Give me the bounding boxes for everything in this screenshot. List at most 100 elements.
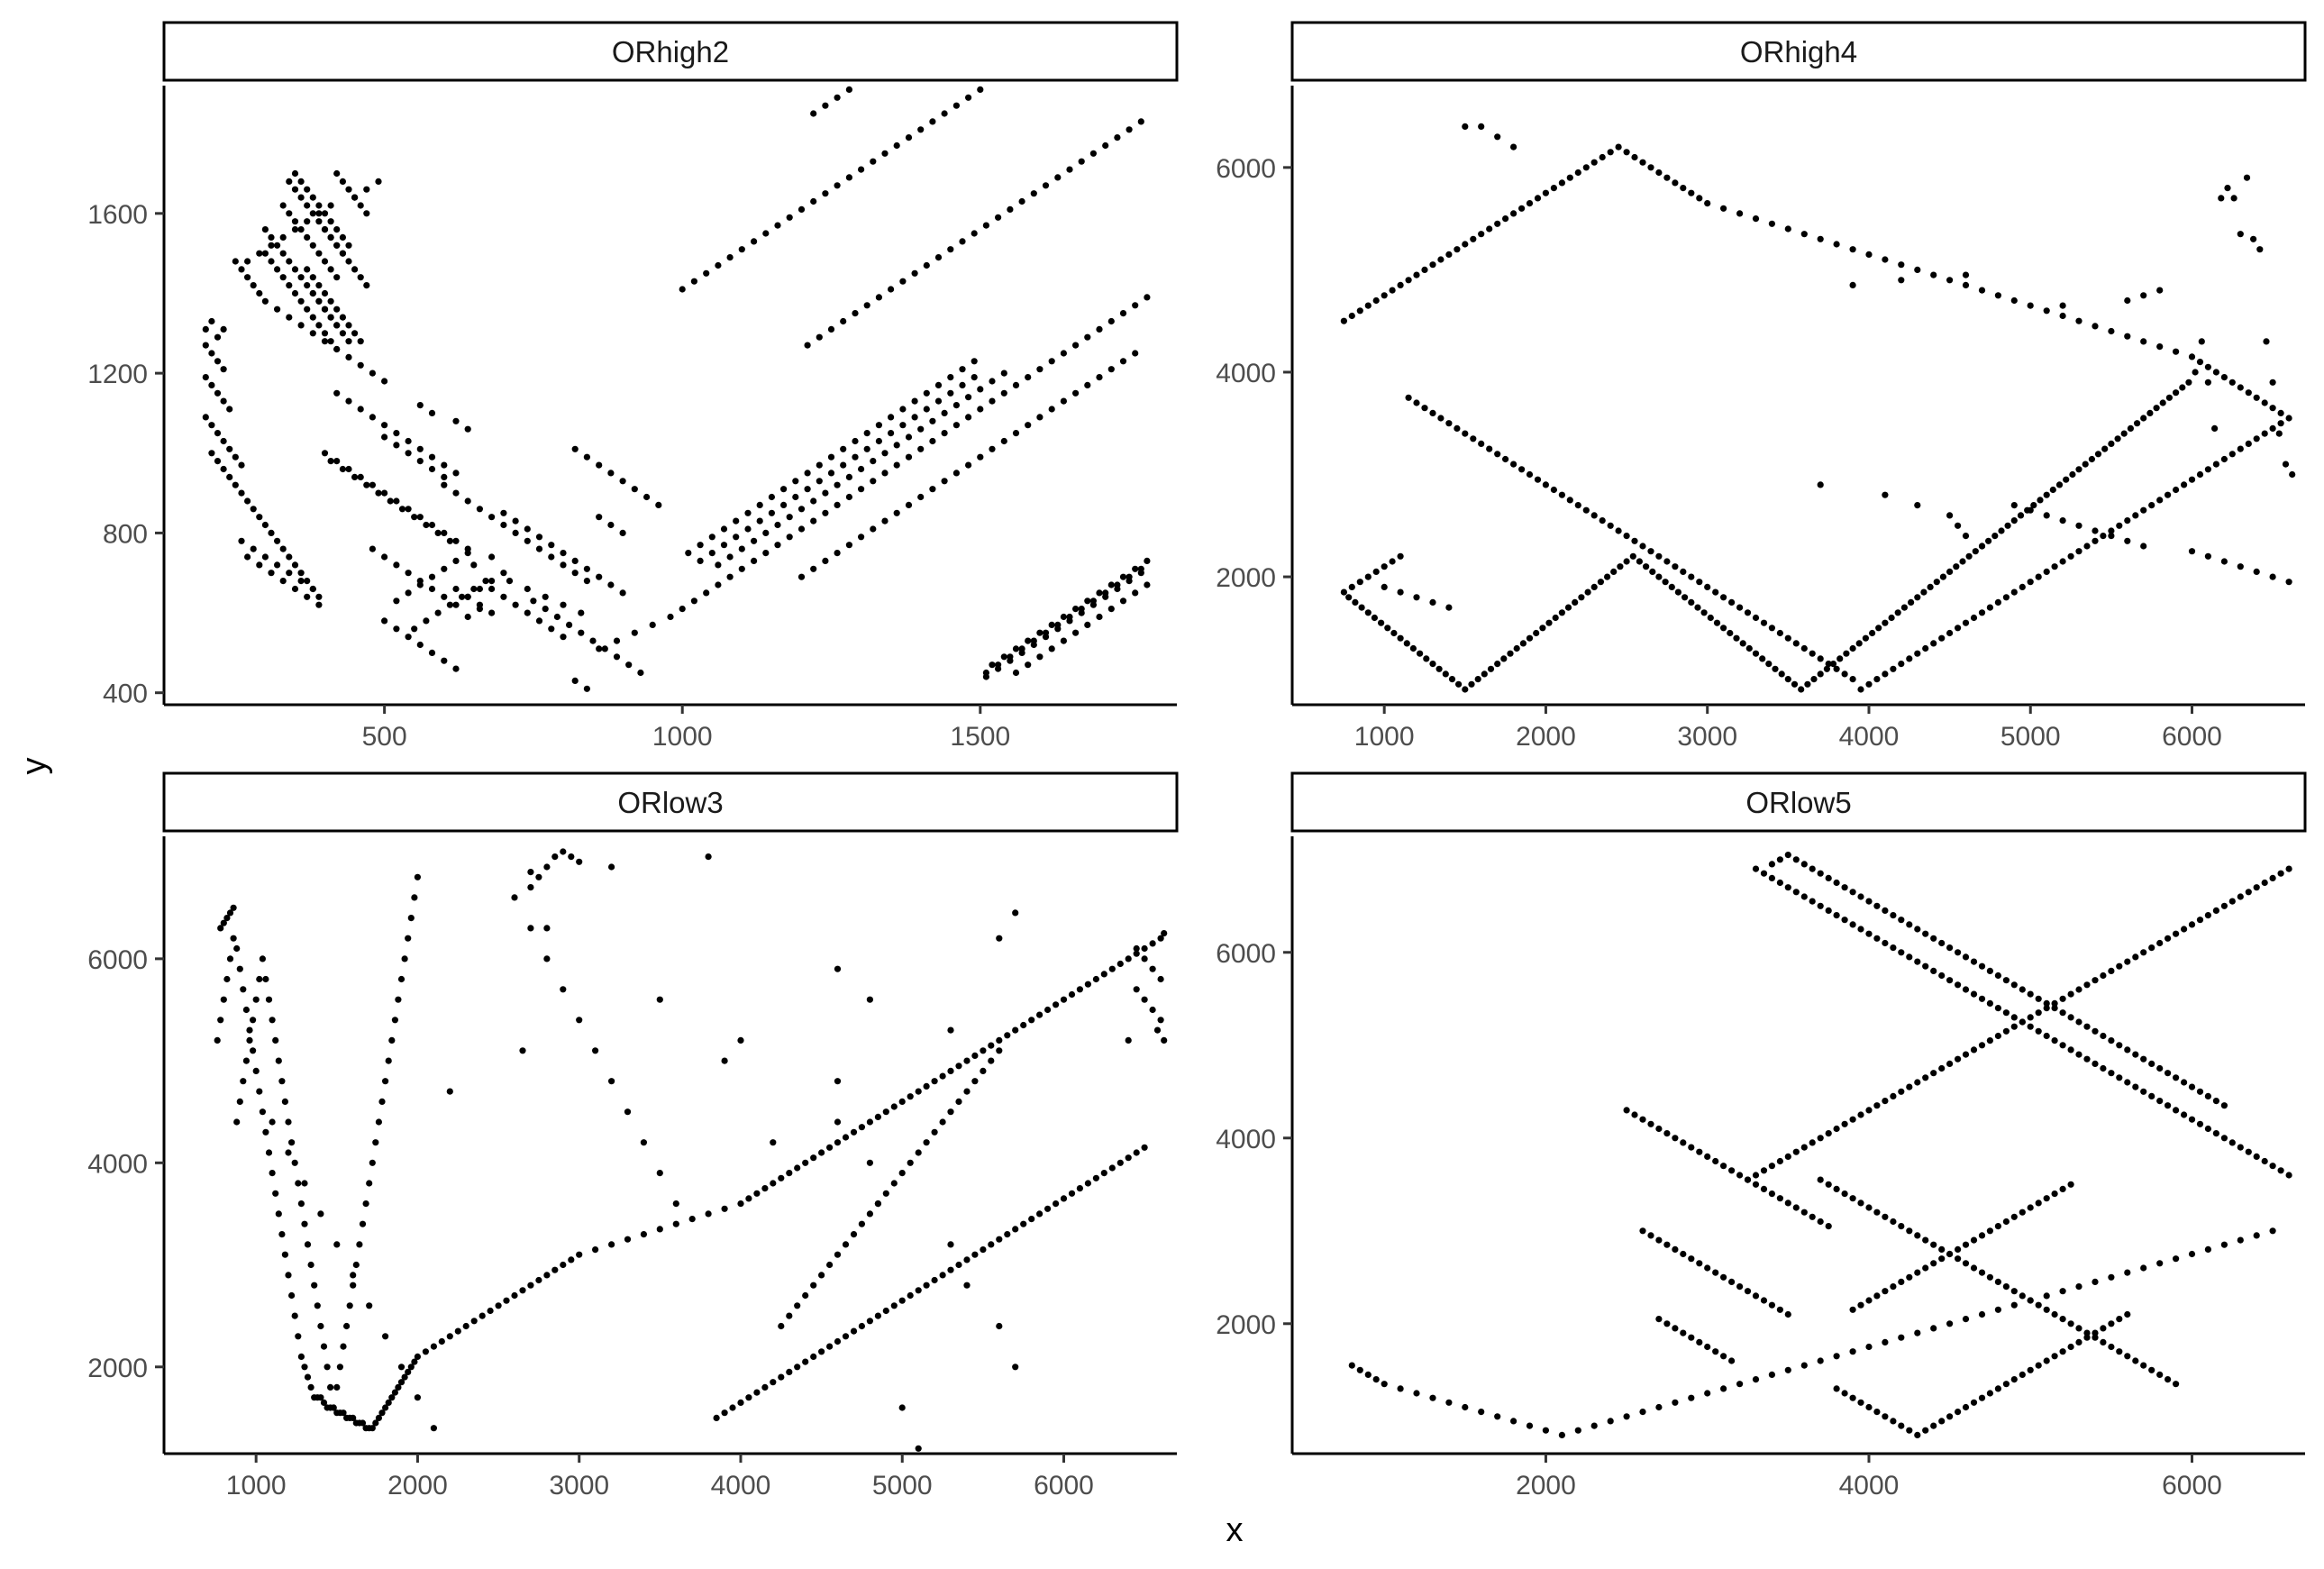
- data-point: [321, 450, 329, 457]
- data-point: [441, 565, 448, 572]
- data-point: [2075, 1325, 2082, 1332]
- data-point: [840, 461, 847, 469]
- data-point: [1025, 374, 1032, 381]
- data-point: [2140, 949, 2147, 956]
- data-point: [1639, 1409, 1646, 1416]
- data-point: [1752, 865, 1760, 872]
- data-point: [488, 585, 496, 593]
- data-point: [2277, 420, 2284, 427]
- data-point: [1792, 856, 1800, 863]
- data-point: [1096, 613, 1103, 621]
- data-point: [1639, 159, 1646, 166]
- data-point: [1898, 949, 1905, 956]
- data-point: [446, 601, 453, 608]
- data-point: [285, 1118, 292, 1126]
- data-point: [315, 593, 323, 600]
- data-point: [1048, 645, 1055, 652]
- data-point: [1833, 665, 1840, 672]
- data-point: [1946, 944, 1954, 952]
- data-point: [542, 593, 549, 600]
- data-point: [2181, 481, 2188, 488]
- data-point: [378, 1098, 386, 1105]
- data-point: [2010, 296, 2018, 305]
- data-point: [269, 1170, 276, 1177]
- data-point: [1348, 583, 1355, 591]
- data-point: [1994, 598, 2001, 607]
- data-point: [1720, 1353, 1727, 1360]
- data-point: [1076, 986, 1083, 993]
- data-point: [1938, 1064, 1946, 1072]
- data-point: [952, 422, 960, 429]
- data-point: [327, 297, 334, 305]
- data-point: [2263, 338, 2270, 345]
- data-point: [1800, 1144, 1808, 1151]
- data-point: [291, 226, 299, 233]
- data-point: [1760, 1185, 1768, 1192]
- data-point: [1510, 461, 1517, 468]
- data-point: [792, 493, 799, 501]
- data-point: [2027, 579, 2034, 586]
- data-point: [640, 1139, 648, 1146]
- data-point: [407, 915, 415, 922]
- data-point: [2192, 369, 2199, 376]
- data-point: [980, 1047, 987, 1054]
- data-point: [818, 1272, 825, 1279]
- data-point: [333, 322, 341, 329]
- data-point: [850, 1128, 858, 1136]
- data-point: [875, 294, 883, 301]
- data-point: [1898, 661, 1905, 668]
- data-point: [1668, 583, 1675, 591]
- data-point: [2010, 1376, 2018, 1383]
- data-point: [1978, 962, 1986, 970]
- data-point: [321, 338, 329, 345]
- data-point: [275, 1210, 282, 1218]
- data-point: [2245, 440, 2252, 447]
- data-point: [708, 534, 715, 541]
- data-point: [2059, 558, 2066, 565]
- data-point: [745, 1394, 752, 1401]
- data-point: [1865, 1107, 1873, 1114]
- data-point: [1007, 205, 1014, 213]
- data-point: [2245, 1148, 2252, 1155]
- data-point: [286, 178, 293, 185]
- data-point: [1590, 1422, 1598, 1429]
- data-point: [915, 1149, 922, 1156]
- data-point: [1510, 1418, 1517, 1425]
- points-group: [202, 86, 1151, 692]
- data-point: [362, 1200, 369, 1208]
- data-point: [1157, 975, 1164, 983]
- data-point: [262, 975, 269, 983]
- data-point: [256, 250, 263, 257]
- data-point: [1836, 655, 1844, 662]
- data-point: [995, 665, 1002, 672]
- data-point: [1114, 585, 1121, 593]
- data-point: [309, 289, 316, 297]
- data-point: [2075, 1338, 2082, 1346]
- data-point: [1776, 629, 1783, 637]
- data-point: [690, 278, 698, 285]
- data-point: [309, 314, 316, 321]
- data-point: [482, 578, 489, 585]
- data-point: [802, 1159, 809, 1166]
- data-point: [715, 561, 722, 569]
- data-point: [1397, 281, 1404, 288]
- data-point: [1623, 558, 1630, 565]
- data-point: [217, 925, 224, 932]
- data-point: [411, 894, 418, 901]
- data-point: [893, 461, 900, 469]
- y-tick-label: 6000: [1216, 154, 1276, 184]
- data-point: [369, 481, 376, 488]
- data-point: [2043, 307, 2050, 315]
- data-point: [952, 102, 960, 109]
- data-point: [2237, 231, 2244, 238]
- data-point: [1817, 481, 1824, 488]
- data-point: [382, 1078, 389, 1085]
- data-point: [1728, 598, 1736, 607]
- data-point: [2108, 967, 2115, 974]
- data-point: [2010, 981, 2018, 989]
- data-point: [476, 606, 484, 613]
- data-point: [560, 1261, 567, 1269]
- data-point: [1092, 975, 1099, 983]
- data-point: [250, 282, 257, 289]
- data-point: [858, 534, 865, 541]
